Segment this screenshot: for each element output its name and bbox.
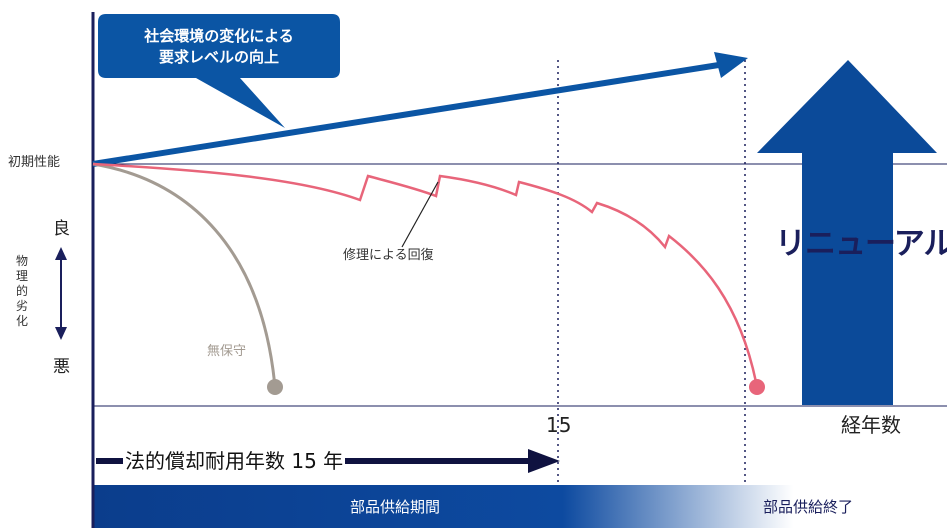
x-axis-label: 経年数	[841, 413, 901, 437]
legal-life-arrow-head	[528, 449, 560, 473]
parts-supply-ended-label: 部品供給終了	[763, 498, 854, 516]
renewal-big-arrow	[757, 60, 937, 405]
parts-supply-period-label: 部品供給期間	[350, 498, 441, 516]
renewal-label: リニューアル	[775, 226, 947, 262]
repair-end-dot	[749, 379, 765, 395]
repair-leader-line	[401, 181, 439, 248]
x-tick-15: 15	[546, 413, 572, 437]
repair-label: 修理による回復	[343, 248, 434, 263]
no-maintenance-curve	[92, 162, 277, 388]
requirement-arrow-head	[714, 52, 748, 78]
physical-degradation-caption: 物理的劣化	[15, 254, 28, 328]
legal-service-life-label: 法的償却耐用年数 15 年	[123, 449, 346, 473]
repair-curve	[92, 162, 759, 388]
arrow-down-icon	[55, 327, 67, 340]
bad-label: 悪	[53, 357, 70, 377]
no-maintenance-label: 無保守	[207, 344, 247, 359]
callout-text: 社会環境の変化による 要求レベルの向上	[113, 26, 325, 68]
good-label: 良	[53, 219, 70, 239]
callout-balloon	[98, 14, 340, 128]
parts-supply-bar	[93, 485, 947, 528]
no-maintenance-end-dot	[267, 379, 283, 395]
callout-line-2: 要求レベルの向上	[158, 48, 279, 66]
requirement-arrow-line	[92, 61, 726, 167]
initial-performance-label: 初期性能	[8, 155, 61, 170]
callout-line-1: 社会環境の変化による	[144, 27, 294, 45]
arrow-up-icon	[55, 247, 67, 260]
